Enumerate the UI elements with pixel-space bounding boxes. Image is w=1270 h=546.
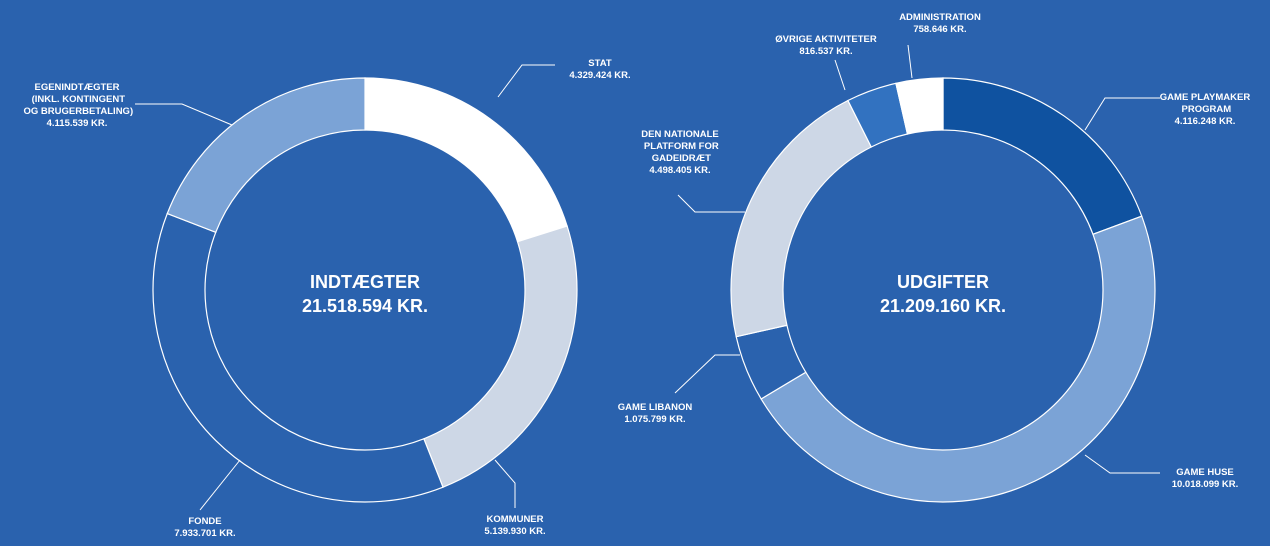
value-label: 4.116.248 KR. xyxy=(1175,116,1236,127)
leader-line xyxy=(674,354,740,394)
slice-label-line: PLATFORM FOR xyxy=(641,141,719,152)
donut-slice xyxy=(760,215,1156,503)
leader-line xyxy=(907,44,913,79)
value-label: 4.329.424 KR. xyxy=(569,70,630,81)
leader-line xyxy=(494,459,516,508)
slice-label-line: GAME HUSE xyxy=(1176,467,1234,478)
slice-label: FONDE xyxy=(188,516,221,527)
leader-line xyxy=(834,59,846,91)
value-label: 1.075.799 KR. xyxy=(624,414,685,425)
value-label: 7.933.701 KR. xyxy=(174,528,235,539)
leader-line xyxy=(135,103,233,126)
value-label: 4.498.405 KR. xyxy=(649,165,710,176)
slice-label: KOMMUNER xyxy=(487,514,544,525)
slice-label-line: (INKL. KONTINGENT xyxy=(29,94,125,105)
donut-slice xyxy=(166,77,366,234)
donut-slice xyxy=(364,77,568,243)
slice-label: ØVRIGE AKTIVITETER xyxy=(775,34,877,45)
slice-label-line: GADEIDRÆT xyxy=(649,153,711,164)
center-title: UDGIFTER xyxy=(897,272,989,292)
center-title: INDTÆGTER xyxy=(310,272,420,292)
slice-label-line: FONDE xyxy=(188,516,221,527)
slice-label: GAME HUSE xyxy=(1176,467,1234,478)
donut-slice xyxy=(152,212,444,503)
value-label: 10.018.099 KR. xyxy=(1172,479,1239,490)
leader-line xyxy=(677,194,745,213)
donut-slice xyxy=(423,225,578,488)
leader-line xyxy=(1084,454,1160,474)
value-label: 816.537 KR. xyxy=(799,46,852,57)
donut-slice xyxy=(895,77,944,135)
donut-slice xyxy=(942,77,1143,236)
leader-line xyxy=(1084,97,1160,131)
slice-label-line: OG BRUGERBETALING) xyxy=(21,106,133,117)
slice-label-line: ADMINISTRATION xyxy=(899,12,981,23)
slice-label-line: GAME LIBANON xyxy=(618,402,693,413)
value-label: 5.139.930 KR. xyxy=(484,526,545,537)
slice-label: ADMINISTRATION xyxy=(899,12,981,23)
slice-label: EGENINDTÆGTER (INKL. KONTINGENT OG BRUGE… xyxy=(21,82,133,117)
donut-slice xyxy=(730,99,873,338)
slice-label: DEN NATIONALE PLATFORM FOR GADEIDRÆT xyxy=(641,129,719,164)
slice-label-line: STAT xyxy=(588,58,612,69)
value-label: 758.646 KR. xyxy=(913,24,966,35)
center-total: 21.518.594 KR. xyxy=(302,296,428,316)
slice-label-line: ØVRIGE AKTIVITETER xyxy=(775,34,877,45)
slice-label-line: KOMMUNER xyxy=(487,514,544,525)
slice-label-line: DEN NATIONALE xyxy=(641,129,718,140)
leader-line xyxy=(497,64,555,98)
center-total: 21.209.160 KR. xyxy=(880,296,1006,316)
slice-label: GAME LIBANON xyxy=(618,402,693,413)
value-label: 4.115.539 KR. xyxy=(47,118,108,129)
slice-label: STAT xyxy=(588,58,612,69)
slice-label-line: PROGRAM xyxy=(1179,104,1231,115)
slice-label: GAME PLAYMAKER PROGRAM xyxy=(1160,92,1251,115)
slice-label-line: EGENINDTÆGTER xyxy=(35,82,120,93)
leader-line xyxy=(199,459,241,511)
slice-label-line: GAME PLAYMAKER xyxy=(1160,92,1251,103)
